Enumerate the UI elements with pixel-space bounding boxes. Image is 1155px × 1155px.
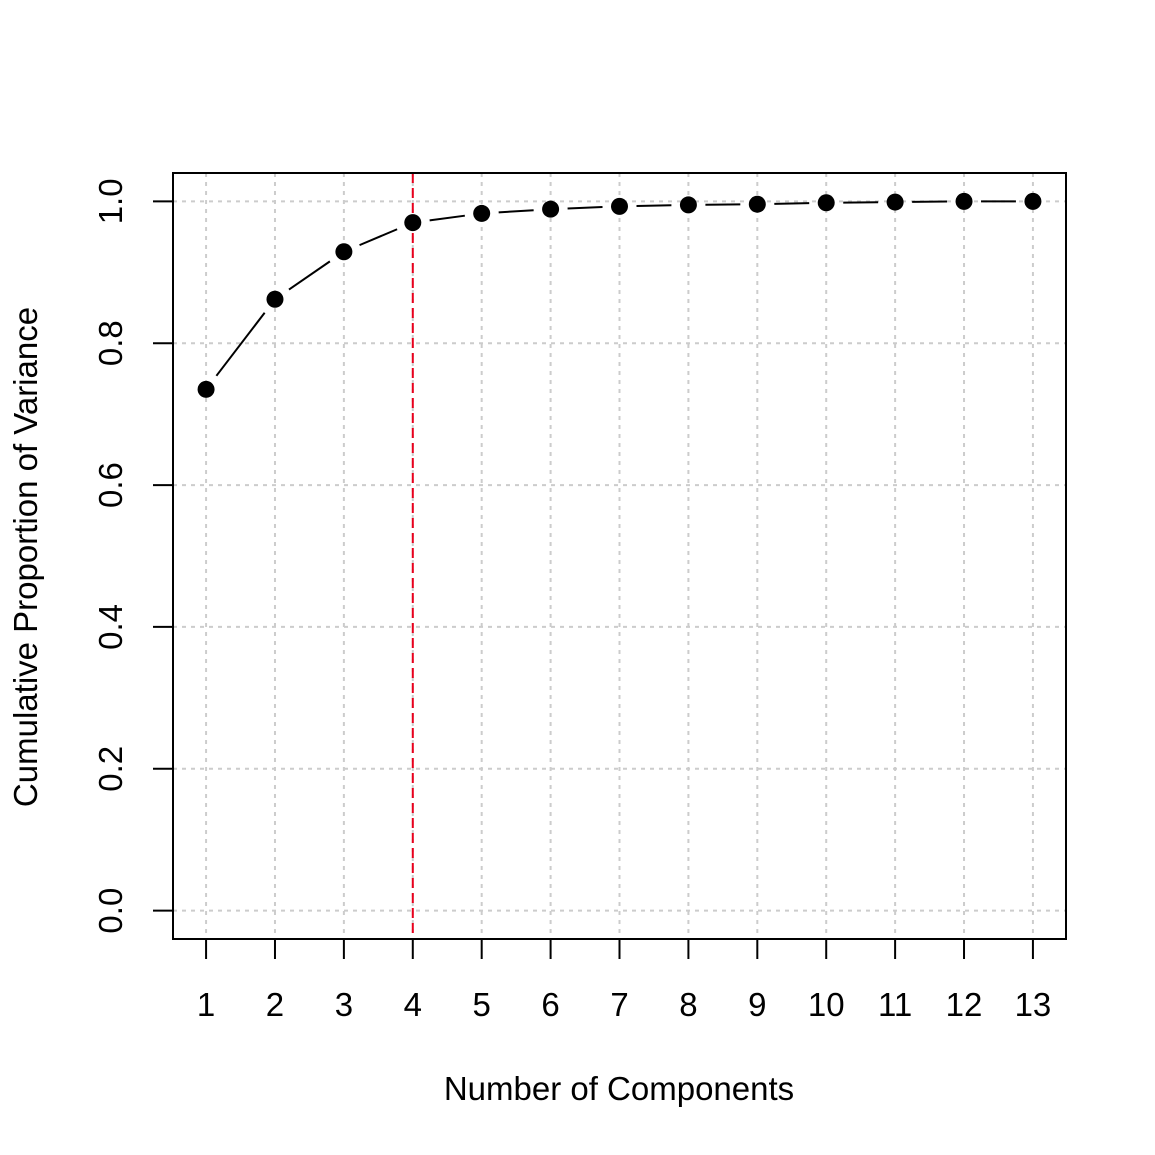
data-point-10 [817, 194, 835, 212]
y-tick-label-0.2: 0.2 [92, 746, 129, 792]
series-segment [498, 209, 534, 214]
x-tick-label-6: 6 [541, 986, 559, 1023]
data-point-3 [335, 243, 353, 261]
series-segment [359, 228, 398, 247]
x-axis-title: Number of Components [444, 1070, 794, 1107]
x-tick-label-1: 1 [197, 986, 215, 1023]
y-tick-label-0.8: 0.8 [92, 320, 129, 366]
series-segment [429, 214, 465, 222]
x-tick-label-12: 12 [946, 986, 983, 1023]
x-tick-label-2: 2 [266, 986, 284, 1023]
x-tick-label-10: 10 [808, 986, 845, 1023]
y-tick-label-0.6: 0.6 [92, 462, 129, 508]
x-tick-label-5: 5 [473, 986, 491, 1023]
series-segment [567, 206, 603, 210]
x-tick-label-3: 3 [335, 986, 353, 1023]
x-axis: 1 2 3 4 5 6 7 8 9 10 11 12 13 [197, 938, 1052, 1023]
series [197, 192, 1042, 398]
data-point-13 [1024, 192, 1042, 210]
data-point-9 [748, 195, 766, 213]
series-segment [636, 204, 672, 207]
data-point-5 [473, 204, 491, 222]
series-segment [774, 202, 810, 205]
data-point-11 [886, 193, 904, 211]
data-point-4 [404, 214, 422, 232]
data-point-1 [197, 380, 215, 398]
data-point-12 [955, 192, 973, 210]
x-tick-label-4: 4 [404, 986, 422, 1023]
x-tick-label-7: 7 [610, 986, 628, 1023]
data-point-8 [679, 196, 697, 214]
y-tick-label-0.0: 0.0 [92, 888, 129, 934]
y-tick-label-1.0: 1.0 [92, 178, 129, 224]
data-point-6 [542, 200, 560, 218]
series-segment [215, 312, 266, 377]
series-segment [288, 260, 331, 291]
x-tick-label-13: 13 [1015, 986, 1052, 1023]
x-tick-label-8: 8 [679, 986, 697, 1023]
y-axis-title: Cumulative Proportion of Variance [7, 307, 44, 807]
data-point-2 [266, 290, 284, 308]
y-axis: 0.0 0.2 0.4 0.6 0.8 1.0 [92, 178, 174, 934]
grid [173, 173, 1066, 939]
data-point-7 [611, 197, 628, 215]
x-tick-label-9: 9 [748, 986, 766, 1023]
x-tick-label-11: 11 [878, 986, 912, 1023]
y-tick-label-0.4: 0.4 [92, 604, 129, 650]
